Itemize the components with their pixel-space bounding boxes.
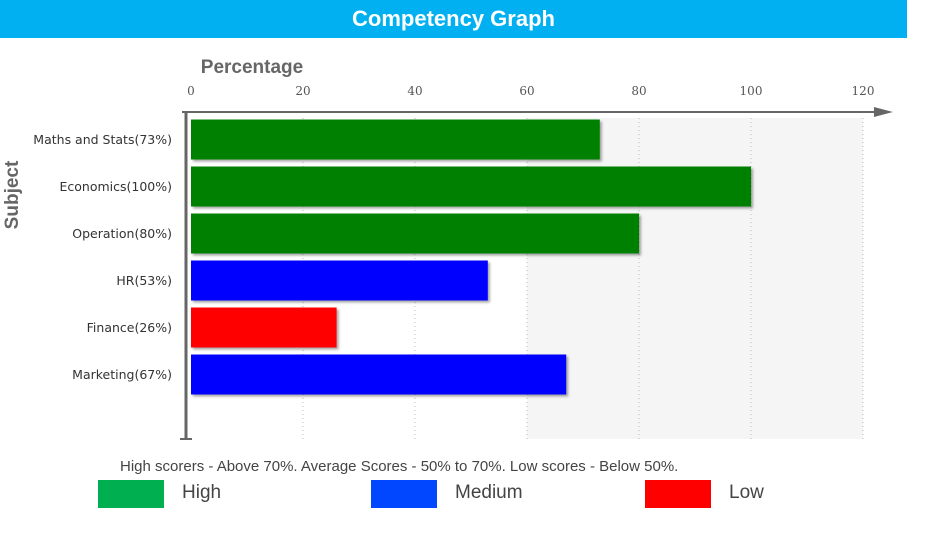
legend-label-high: High (182, 482, 222, 503)
x-axis-title: Percentage (201, 57, 303, 78)
category-label: Marketing(67%) (72, 367, 172, 382)
y-axis-title: Subject (2, 160, 23, 229)
legend-swatch-medium (371, 480, 437, 508)
x-tick-label: 100 (740, 84, 763, 98)
x-axis-arrow (874, 107, 893, 117)
category-label: Operation(80%) (72, 226, 172, 241)
bar (191, 260, 488, 301)
bar (191, 166, 751, 207)
plot-background-shade (527, 118, 863, 439)
bar (191, 213, 639, 254)
x-tick-label: 0 (187, 84, 195, 98)
competency-bar-chart: 0 20 40 60 80 100 120 Percentage Subject Maths an… (2, 57, 893, 440)
category-label: Economics(100%) (59, 179, 172, 194)
legend-swatch-high (98, 480, 164, 508)
x-tick-label: 40 (407, 84, 422, 98)
legend-label-medium: Medium (455, 482, 523, 503)
x-tick-label: 80 (631, 84, 646, 98)
x-tick-label: 120 (852, 84, 875, 98)
legend-label-low: Low (729, 482, 764, 503)
chart-title: Competency Graph (352, 6, 555, 31)
x-tick-label: 20 (295, 84, 310, 98)
bar (191, 307, 337, 348)
bar (191, 354, 567, 395)
category-label: Finance(26%) (87, 320, 172, 335)
score-threshold-note: High scorers - Above 70%. Average Scores… (120, 458, 679, 475)
x-tick-label: 60 (519, 84, 534, 98)
category-label: Maths and Stats(73%) (33, 132, 172, 147)
category-label: HR(53%) (116, 273, 172, 288)
legend-swatch-low (645, 480, 711, 508)
bar (191, 119, 600, 160)
chart-title-banner: Competency Graph (0, 0, 907, 38)
